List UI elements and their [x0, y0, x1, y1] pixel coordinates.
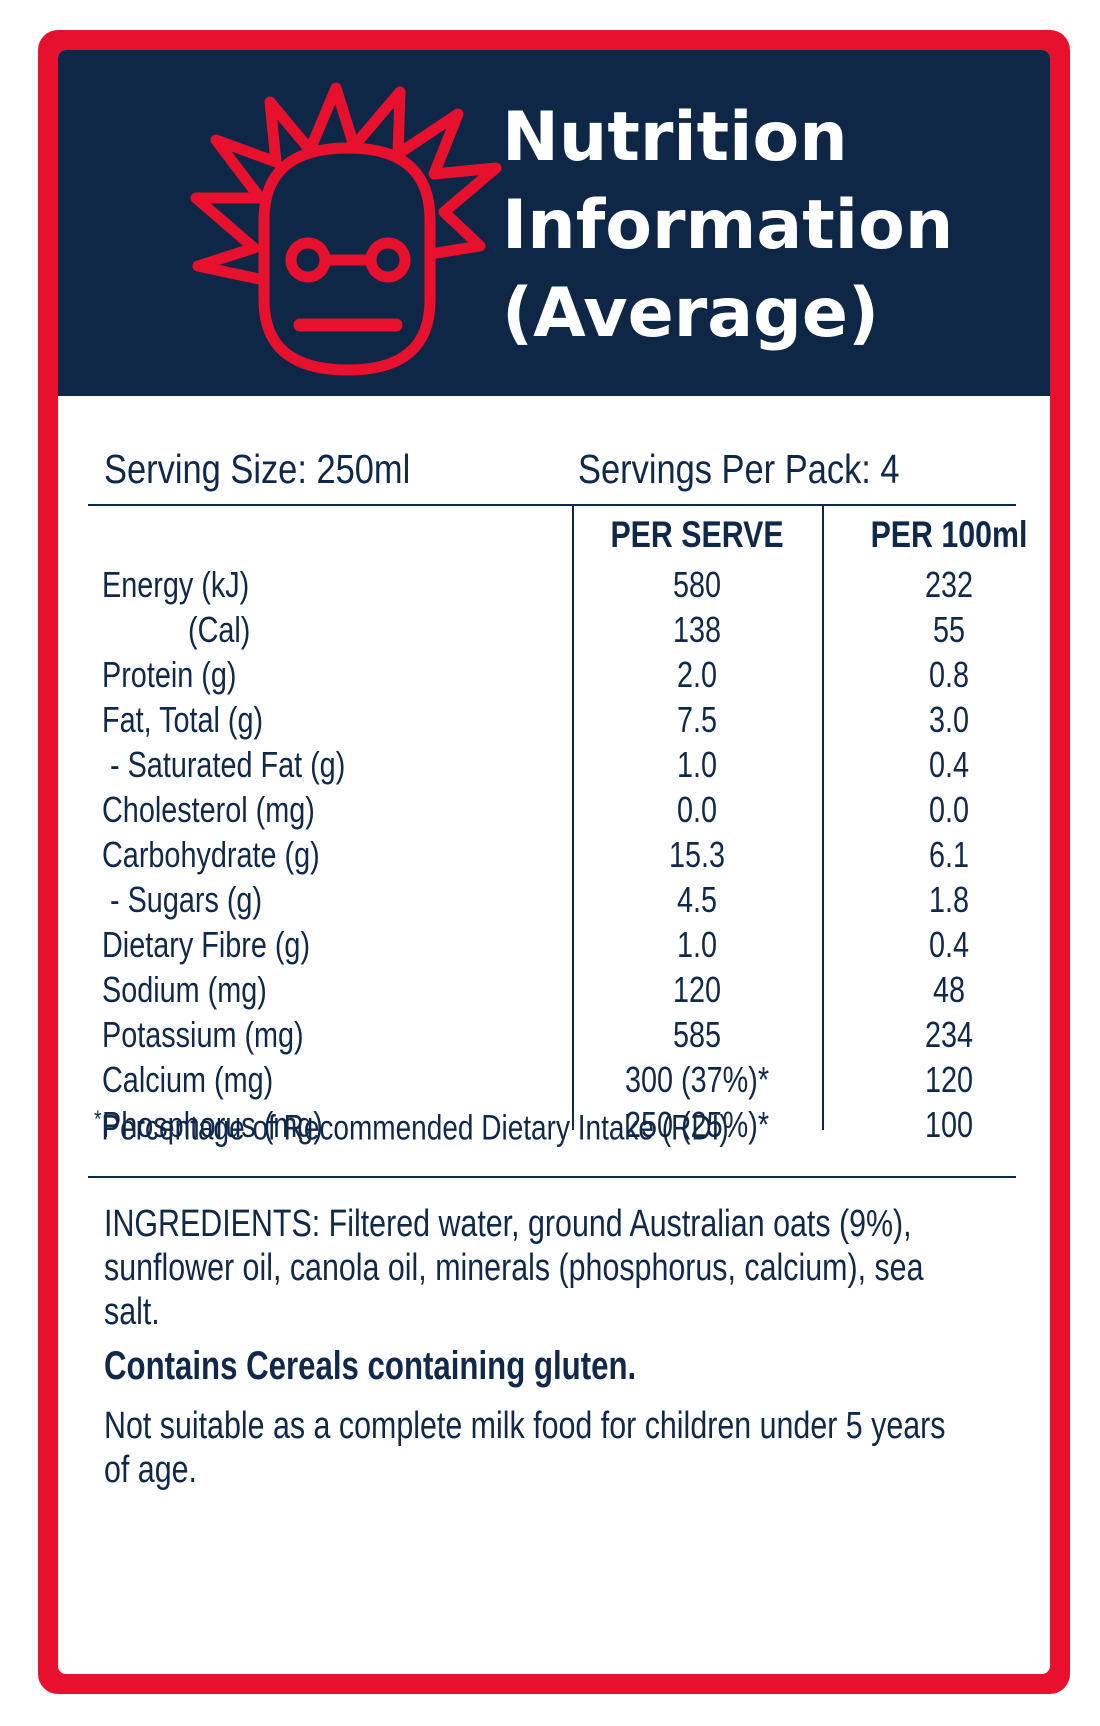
- title-line: Information: [502, 186, 954, 265]
- per-100ml-value: 0.4: [928, 924, 970, 965]
- nutrient-name: Carbohydrate (g): [102, 834, 320, 875]
- nutrition-label-card: Nutrition Information (Average) Serving …: [38, 30, 1070, 1694]
- title-line: (Average): [502, 274, 880, 353]
- per-100ml-value: 234: [924, 1014, 974, 1055]
- per-serve-value: 120: [672, 969, 722, 1010]
- per-serve-value: 580: [672, 564, 722, 605]
- column-header-per-100ml: PER 100ml: [870, 514, 1028, 555]
- per-100ml-value: 6.1: [928, 834, 970, 875]
- table-row: Phosphorus (mg) 250 (25%)* 100: [58, 1100, 1050, 1149]
- table-row: Dietary Fibre (g) 1.0 0.4: [58, 920, 1050, 969]
- table-row: Cholesterol (mg) 0.0 0.0: [58, 785, 1050, 834]
- per-serve-value: 7.5: [676, 699, 718, 740]
- table-row: - Sugars (g) 4.5 1.8: [58, 875, 1050, 924]
- nutrient-name: Energy (kJ): [102, 564, 250, 605]
- suitability-notice: Not suitable as a complete milk food for…: [104, 1405, 946, 1491]
- nutrient-name: - Sugars (g): [110, 879, 263, 920]
- table-row: Sodium (mg) 120 48: [58, 965, 1050, 1014]
- table-row: Protein (g) 2.0 0.8: [58, 650, 1050, 699]
- per-100ml-value: 55: [932, 609, 966, 650]
- per-serve-value: 2.0: [676, 654, 718, 695]
- table-row: Carbohydrate (g) 15.3 6.1: [58, 830, 1050, 879]
- nutrient-name: Cholesterol (mg): [102, 789, 315, 830]
- label-title: Nutrition Information (Average): [502, 94, 953, 358]
- per-serve-value: 1.0: [676, 924, 718, 965]
- footnote-mark: *: [94, 1106, 102, 1133]
- per-serve-value: 300 (37%)*: [624, 1059, 770, 1100]
- nutrient-name: Sodium (mg): [102, 969, 267, 1010]
- table-row: Potassium (mg) 585 234: [58, 1010, 1050, 1059]
- per-serve-value: 15.3: [668, 834, 726, 875]
- per-100ml-value: 232: [924, 564, 974, 605]
- ingredients-text: INGREDIENTS: Filtered water, ground Aust…: [104, 1203, 924, 1333]
- per-100ml-value: 0.4: [928, 744, 970, 785]
- per-serve-value: 0.0: [676, 789, 718, 830]
- nutrient-name: (Cal): [188, 609, 251, 650]
- column-divider: [822, 506, 824, 1130]
- column-divider: [572, 506, 574, 1130]
- serving-size: Serving Size: 250ml: [104, 446, 411, 492]
- divider: [88, 504, 1016, 506]
- per-serve-value: 138: [672, 609, 722, 650]
- nutrient-name: Potassium (mg): [102, 1014, 304, 1055]
- per-100ml-value: 0.8: [928, 654, 970, 695]
- title-line: Nutrition: [502, 98, 848, 177]
- per-100ml-value: 0.0: [928, 789, 970, 830]
- per-100ml-value: 48: [932, 969, 966, 1010]
- nutrient-name: Calcium (mg): [102, 1059, 274, 1100]
- table-row: Fat, Total (g) 7.5 3.0: [58, 695, 1050, 744]
- nutrient-name: Protein (g): [102, 654, 237, 695]
- nutrient-name: Phosphorus (mg): [102, 1104, 323, 1145]
- per-100ml-value: 1.8: [928, 879, 970, 920]
- table-row: (Cal) 138 55: [58, 605, 1050, 654]
- column-header-per-serve: PER SERVE: [610, 514, 784, 555]
- per-serve-value: 585: [672, 1014, 722, 1055]
- nutrient-name: Fat, Total (g): [102, 699, 264, 740]
- servings-per-pack: Servings Per Pack: 4: [578, 446, 900, 492]
- mad-professor-face-icon: [190, 82, 502, 376]
- per-100ml-value: 120: [924, 1059, 974, 1100]
- table-row: Calcium (mg) 300 (37%)* 120: [58, 1055, 1050, 1104]
- per-serve-value: 4.5: [676, 879, 718, 920]
- per-100ml-value: 100: [924, 1104, 974, 1145]
- label-panel: Nutrition Information (Average) Serving …: [58, 50, 1050, 1674]
- divider: [88, 1176, 1016, 1178]
- per-serve-value: 1.0: [676, 744, 718, 785]
- rdi-footnote: *Percentage of Recommended Dietary Intak…: [94, 1106, 729, 1149]
- table-row: - Saturated Fat (g) 1.0 0.4: [58, 740, 1050, 789]
- per-serve-value: 250 (25%)*: [624, 1104, 770, 1145]
- per-100ml-value: 3.0: [928, 699, 970, 740]
- allergen-statement: Contains Cereals containing gluten.: [104, 1344, 637, 1388]
- footnote-text: Percentage of Recommended Dietary Intake…: [101, 1108, 729, 1148]
- label-header: Nutrition Information (Average): [58, 50, 1050, 396]
- nutrient-name: - Saturated Fat (g): [110, 744, 346, 785]
- nutrient-name: Dietary Fibre (g): [102, 924, 311, 965]
- table-row: Energy (kJ) 580 232: [58, 560, 1050, 609]
